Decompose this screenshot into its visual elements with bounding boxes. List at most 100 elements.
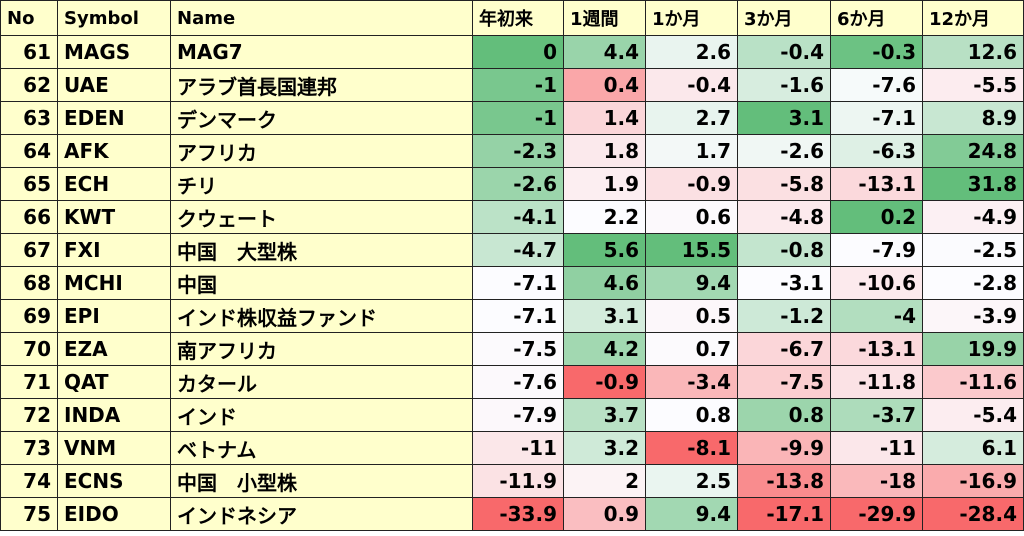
- table-row: 73 VNM ベトナム -11 3.2 -8.1 -9.9 -11 6.1: [0, 431, 1024, 465]
- name-cell: MAG7: [170, 35, 473, 69]
- return-cell: 31.8: [922, 167, 1024, 201]
- return-cell: -4.8: [737, 200, 831, 234]
- return-cell: 2: [563, 464, 646, 498]
- row-number: 69: [0, 299, 58, 333]
- return-cell: -8.1: [645, 431, 738, 465]
- return-cell: -7.5: [737, 365, 831, 399]
- return-cell: -29.9: [830, 497, 923, 531]
- table-row: 74 ECNS 中国 小型株 -11.9 2 2.5 -13.8 -18 -16.9: [0, 464, 1024, 498]
- return-cell: -18: [830, 464, 923, 498]
- row-number: 63: [0, 101, 58, 135]
- return-cell: 2.6: [645, 35, 738, 69]
- table-row: 69 EPI インド株収益ファンド -7.1 3.1 0.5 -1.2 -4 -3.9: [0, 299, 1024, 333]
- row-number: 70: [0, 332, 58, 366]
- return-cell: -4.9: [922, 200, 1024, 234]
- symbol-cell: VNM: [57, 431, 171, 465]
- table-row: 72 INDA インド -7.9 3.7 0.8 0.8 -3.7 -5.4: [0, 398, 1024, 432]
- return-cell: -28.4: [922, 497, 1024, 531]
- table-row: 68 MCHI 中国 -7.1 4.6 9.4 -3.1 -10.6 -2.8: [0, 266, 1024, 300]
- symbol-cell: EZA: [57, 332, 171, 366]
- return-cell: 4.6: [563, 266, 646, 300]
- return-cell: -11.9: [472, 464, 564, 498]
- return-cell: -11.6: [922, 365, 1024, 399]
- return-cell: -1.6: [737, 68, 831, 102]
- return-cell: 2.7: [645, 101, 738, 135]
- return-cell: -9.9: [737, 431, 831, 465]
- column-header: 1か月: [645, 0, 738, 36]
- return-cell: 0.9: [563, 497, 646, 531]
- column-header: No: [0, 0, 58, 36]
- return-cell: -1.2: [737, 299, 831, 333]
- return-cell: 0.2: [830, 200, 923, 234]
- return-cell: -11.8: [830, 365, 923, 399]
- symbol-cell: INDA: [57, 398, 171, 432]
- table-body: 61 MAGS MAG7 0 4.4 2.6 -0.4 -0.3 12.6 62 UAE アラブ首長国…: [0, 35, 1024, 531]
- row-number: 72: [0, 398, 58, 432]
- return-cell: 3.1: [563, 299, 646, 333]
- table-row: 63 EDEN デンマーク -1 1.4 2.7 3.1 -7.1 8.9: [0, 101, 1024, 135]
- table-row: 62 UAE アラブ首長国連邦 -1 0.4 -0.4 -1.6 -7.6 -5.5: [0, 68, 1024, 102]
- return-cell: -2.5: [922, 233, 1024, 267]
- return-cell: -6.7: [737, 332, 831, 366]
- header-row: No Symbol Name 年初来 1週間 1か月 3か月 6か月 12か月: [0, 0, 1024, 36]
- return-cell: -13.1: [830, 332, 923, 366]
- return-cell: 24.8: [922, 134, 1024, 168]
- return-cell: 0.8: [645, 398, 738, 432]
- return-cell: 2.2: [563, 200, 646, 234]
- row-number: 65: [0, 167, 58, 201]
- return-cell: -5.5: [922, 68, 1024, 102]
- return-cell: -2.3: [472, 134, 564, 168]
- return-cell: -5.8: [737, 167, 831, 201]
- symbol-cell: ECH: [57, 167, 171, 201]
- return-cell: -4: [830, 299, 923, 333]
- return-cell: 9.4: [645, 497, 738, 531]
- return-cell: 0.7: [645, 332, 738, 366]
- return-cell: -7.5: [472, 332, 564, 366]
- return-cell: -0.4: [645, 68, 738, 102]
- name-cell: カタール: [170, 365, 473, 399]
- return-cell: -0.4: [737, 35, 831, 69]
- row-number: 71: [0, 365, 58, 399]
- return-cell: -11: [472, 431, 564, 465]
- return-cell: 1.9: [563, 167, 646, 201]
- return-cell: 3.2: [563, 431, 646, 465]
- symbol-cell: MAGS: [57, 35, 171, 69]
- return-cell: -7.9: [472, 398, 564, 432]
- return-cell: -1: [472, 101, 564, 135]
- return-cell: -2.8: [922, 266, 1024, 300]
- symbol-cell: FXI: [57, 233, 171, 267]
- return-cell: -2.6: [737, 134, 831, 168]
- return-cell: 6.1: [922, 431, 1024, 465]
- return-cell: 1.8: [563, 134, 646, 168]
- table-row: 71 QAT カタール -7.6 -0.9 -3.4 -7.5 -11.8 -11.6: [0, 365, 1024, 399]
- return-cell: 9.4: [645, 266, 738, 300]
- return-cell: -0.3: [830, 35, 923, 69]
- column-header: 6か月: [830, 0, 923, 36]
- return-cell: 0.8: [737, 398, 831, 432]
- row-number: 75: [0, 497, 58, 531]
- name-cell: デンマーク: [170, 101, 473, 135]
- name-cell: 中国 小型株: [170, 464, 473, 498]
- name-cell: アラブ首長国連邦: [170, 68, 473, 102]
- symbol-cell: EPI: [57, 299, 171, 333]
- row-number: 67: [0, 233, 58, 267]
- return-cell: -3.7: [830, 398, 923, 432]
- return-cell: 0.6: [645, 200, 738, 234]
- return-cell: -16.9: [922, 464, 1024, 498]
- name-cell: 中国: [170, 266, 473, 300]
- name-cell: インドネシア: [170, 497, 473, 531]
- return-cell: -3.4: [645, 365, 738, 399]
- table-row: 66 KWT クウェート -4.1 2.2 0.6 -4.8 0.2 -4.9: [0, 200, 1024, 234]
- return-cell: -7.9: [830, 233, 923, 267]
- return-cell: 1.4: [563, 101, 646, 135]
- return-cell: -13.1: [830, 167, 923, 201]
- symbol-cell: UAE: [57, 68, 171, 102]
- return-cell: 4.2: [563, 332, 646, 366]
- table-row: 61 MAGS MAG7 0 4.4 2.6 -0.4 -0.3 12.6: [0, 35, 1024, 69]
- return-cell: -7.1: [472, 266, 564, 300]
- return-cell: -0.9: [645, 167, 738, 201]
- return-cell: 15.5: [645, 233, 738, 267]
- return-cell: 19.9: [922, 332, 1024, 366]
- row-number: 62: [0, 68, 58, 102]
- name-cell: クウェート: [170, 200, 473, 234]
